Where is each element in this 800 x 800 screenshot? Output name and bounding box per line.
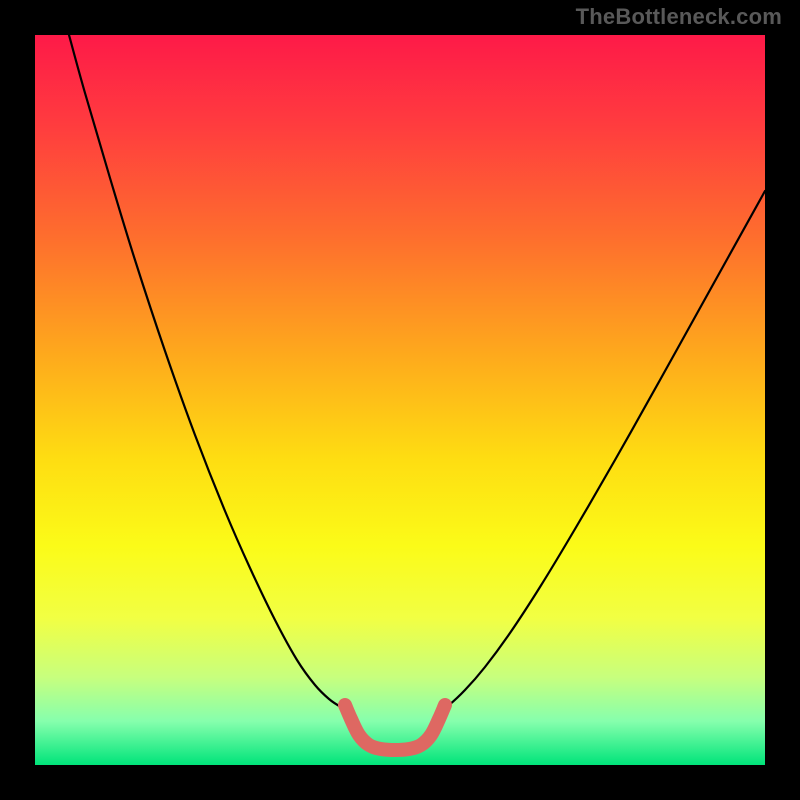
plot-area [35,35,765,765]
watermark-text: TheBottleneck.com [576,4,782,30]
chart-svg [35,35,765,765]
chart-container: TheBottleneck.com [0,0,800,800]
gradient-background [35,35,765,765]
